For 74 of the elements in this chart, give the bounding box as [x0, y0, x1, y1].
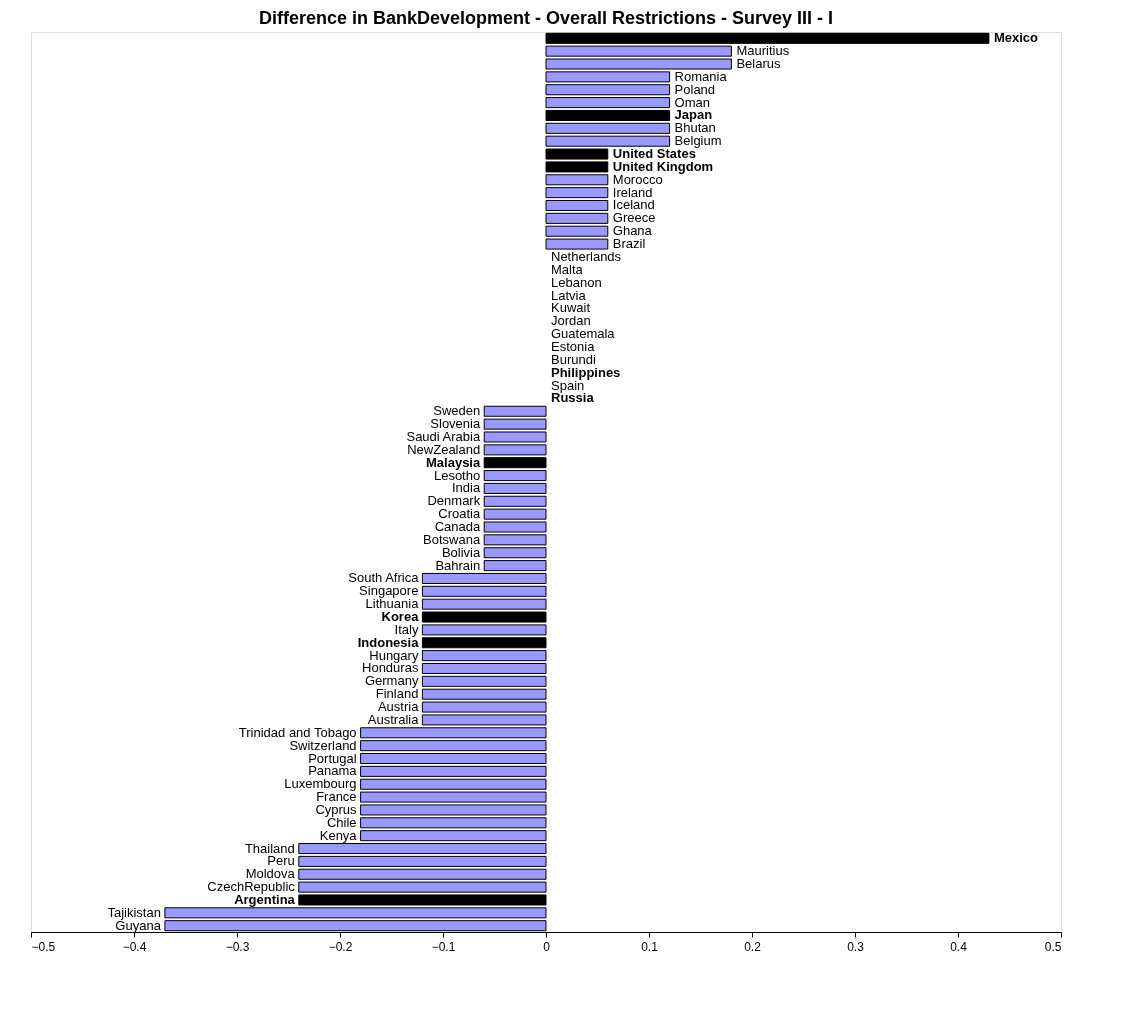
- bar: [545, 212, 609, 224]
- chart-title: Difference in BankDevelopment - Overall Restrictions - Survey III - I: [258, 8, 834, 28]
- y-tick-label: CzechRepublic: [207, 879, 296, 895]
- y-tick-label: Mexico: [993, 30, 1039, 46]
- y-tick-label: Moldova: [245, 866, 296, 882]
- y-tick-label: Kenya: [319, 827, 358, 843]
- y-tick-label: Portugal: [308, 750, 357, 766]
- bar: [421, 585, 547, 597]
- y-tick-label: Trinidad and Tobago: [238, 724, 357, 740]
- y-tick-label: Lebanon: [551, 274, 602, 290]
- bar: [421, 572, 547, 584]
- y-tick-label: Japan: [674, 107, 713, 123]
- bar: [545, 97, 671, 109]
- y-tick-label: Singapore: [359, 583, 419, 599]
- y-tick-label: Belarus: [736, 56, 781, 72]
- bar: [298, 855, 547, 867]
- x-tick-label: 0.4: [950, 939, 968, 954]
- y-tick-label: Bahrain: [435, 557, 481, 573]
- bar: [483, 482, 547, 494]
- bar: [360, 830, 547, 842]
- bar: [421, 650, 547, 662]
- x-tick-label: 0.1: [641, 939, 659, 954]
- bar: [545, 199, 609, 212]
- y-tick-label: Morocco: [612, 171, 663, 187]
- bar: [483, 470, 547, 482]
- bar: [421, 662, 547, 674]
- bar: [421, 675, 547, 687]
- y-tick-label: Bolivia: [441, 544, 481, 560]
- y-tick-label: Romania: [674, 68, 728, 84]
- y-tick-label: Tajikistan: [107, 904, 161, 920]
- y-tick-label: NewZealand: [407, 441, 481, 457]
- y-tick-label: South Africa: [348, 570, 420, 586]
- y-tick-label: Cyprus: [315, 801, 358, 817]
- x-tick-label: −0.3: [225, 939, 250, 954]
- y-tick-label: Kuwait: [551, 300, 591, 316]
- y-tick-label: India: [452, 480, 481, 496]
- x-tick-label: −0.2: [328, 939, 353, 954]
- y-tick-label: Germany: [364, 673, 419, 689]
- y-tick-label: Malaysia: [426, 454, 481, 470]
- x-tick-label: 0.2: [744, 939, 762, 954]
- y-tick-label: Belgium: [674, 133, 722, 149]
- x-tick-label: 0.3: [847, 939, 865, 954]
- x-tick-label: −0.4: [122, 939, 147, 954]
- y-tick-label: Jordan: [551, 313, 591, 329]
- y-tick-label: Thailand: [244, 840, 295, 856]
- bar: [298, 843, 547, 855]
- bar: [360, 740, 547, 752]
- y-tick-label: Peru: [267, 853, 295, 869]
- y-tick-label: Sweden: [433, 403, 481, 419]
- y-tick-label: Mauritius: [736, 43, 790, 59]
- bar: [360, 752, 547, 765]
- y-tick-label: Hungary: [369, 647, 419, 663]
- x-tick-label: 0.5: [1044, 939, 1062, 954]
- y-tick-label: Ireland: [612, 184, 653, 200]
- bar: [545, 122, 671, 134]
- bar: [360, 765, 547, 777]
- bar: [483, 560, 547, 572]
- x-tick-label: −0.5: [31, 939, 56, 954]
- y-tick-label: Malta: [551, 261, 584, 277]
- y-tick-label: Oman: [674, 94, 711, 110]
- x-tick-label: −0.1: [431, 939, 456, 954]
- y-tick-label: Denmark: [427, 493, 481, 509]
- y-tick-label: Croatia: [438, 506, 481, 522]
- y-tick-label: Philippines: [551, 364, 621, 380]
- bar: [545, 187, 609, 199]
- y-tick-label: Iceland: [612, 197, 655, 213]
- y-tick-label: Ghana: [612, 223, 653, 239]
- x-tick-label: 0: [543, 939, 551, 954]
- y-tick-label: Burundi: [551, 351, 596, 367]
- bar: [545, 109, 671, 121]
- y-tick-label: Latvia: [551, 287, 587, 303]
- y-tick-label: Greece: [612, 210, 656, 226]
- y-tick-label: Poland: [674, 81, 716, 97]
- y-tick-label: Luxembourg: [284, 776, 357, 792]
